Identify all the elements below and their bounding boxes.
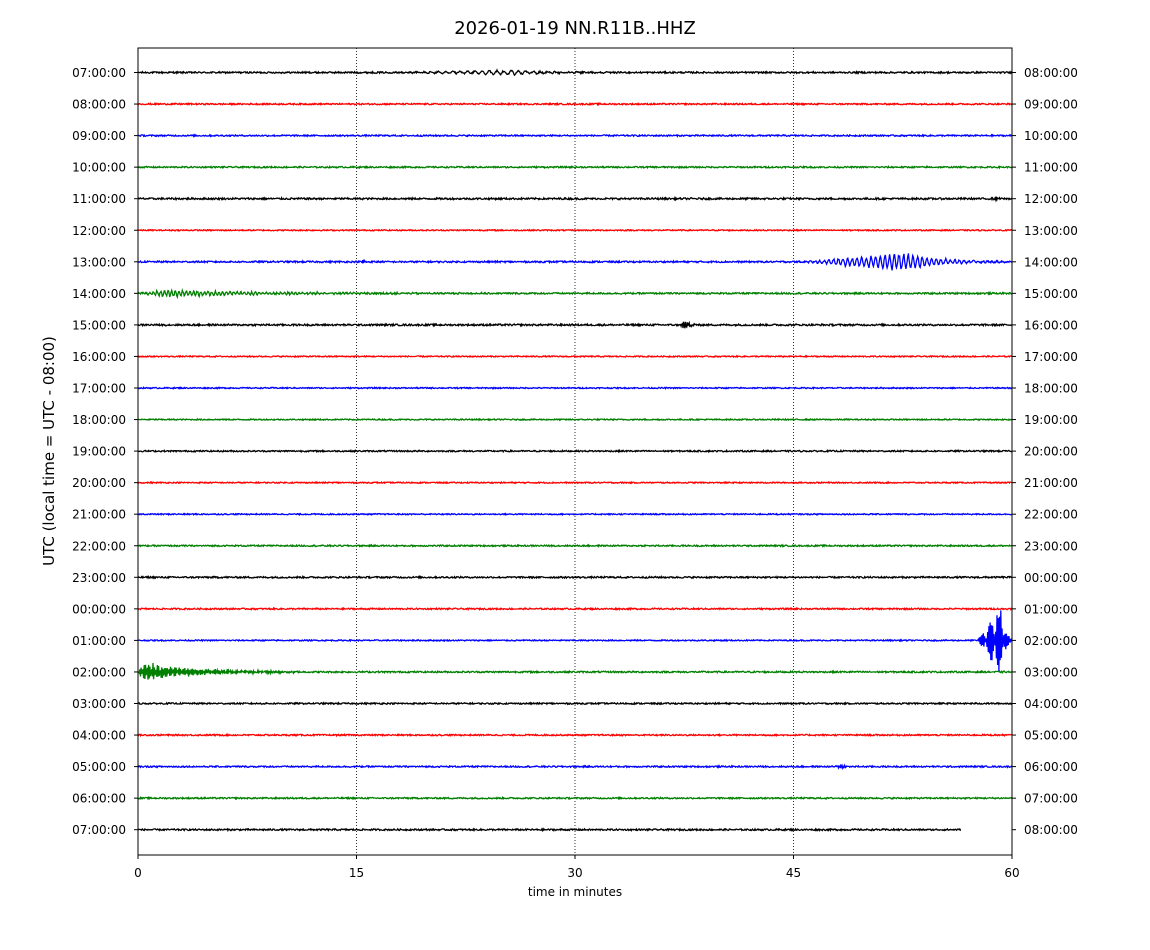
y-tick-label-left: 08:00:00 (72, 98, 126, 112)
y-tick-label-left: 09:00:00 (72, 129, 126, 143)
y-tick-label-right: 00:00:00 (1024, 571, 1078, 585)
y-tick-label-right: 13:00:00 (1024, 224, 1078, 238)
x-tick-label: 30 (567, 866, 582, 880)
y-tick-label-right: 21:00:00 (1024, 476, 1078, 490)
trace-row-11 (137, 417, 1013, 422)
y-tick-label-right: 05:00:00 (1024, 729, 1078, 743)
trace-row-12 (137, 448, 1013, 454)
y-tick-label-left: 01:00:00 (72, 634, 126, 648)
y-tick-label-right: 01:00:00 (1024, 602, 1078, 616)
y-tick-label-left: 14:00:00 (72, 287, 126, 301)
trace-row-20 (137, 701, 1013, 706)
trace-row-8 (137, 320, 1013, 329)
trace-row-16 (137, 574, 1013, 580)
trace-row-17 (137, 606, 1013, 612)
y-tick-label-right: 20:00:00 (1024, 445, 1078, 459)
y-tick-label-left: 06:00:00 (72, 792, 126, 806)
y-tick-label-right: 14:00:00 (1024, 255, 1078, 269)
y-tick-label-right: 22:00:00 (1024, 508, 1078, 522)
y-tick-label-right: 16:00:00 (1024, 318, 1078, 332)
trace-row-15 (138, 543, 1013, 548)
trace-row-19 (138, 662, 1013, 680)
y-tick-label-right: 06:00:00 (1024, 760, 1078, 774)
trace-row-0 (137, 68, 1013, 77)
y-tick-label-right: 17:00:00 (1024, 350, 1078, 364)
y-axis-label: UTC (local time = UTC - 08:00) (40, 336, 58, 566)
y-tick-label-left: 03:00:00 (72, 697, 126, 711)
y-tick-label-left: 07:00:00 (72, 823, 126, 837)
y-tick-label-right: 02:00:00 (1024, 634, 1078, 648)
y-tick-label-left: 20:00:00 (72, 476, 126, 490)
y-tick-label-right: 15:00:00 (1024, 287, 1078, 301)
trace-group (137, 68, 1013, 833)
y-tick-label-left: 22:00:00 (72, 539, 126, 553)
y-tick-label-left: 00:00:00 (72, 602, 126, 616)
vertical-gridlines (356, 48, 794, 855)
y-tick-label-left: 02:00:00 (72, 665, 126, 679)
y-tick-label-right: 12:00:00 (1024, 192, 1078, 206)
trace-row-22 (137, 763, 1013, 771)
y-tick-label-right: 18:00:00 (1024, 382, 1078, 396)
x-tick-label: 45 (786, 866, 801, 880)
trace-row-2 (138, 133, 1013, 138)
x-axis-label: time in minutes (528, 885, 622, 899)
x-tick-label: 15 (349, 866, 364, 880)
y-tick-label-left: 11:00:00 (72, 192, 126, 206)
y-tick-label-right: 07:00:00 (1024, 792, 1078, 806)
y-axis-ticks: 07:00:00 08:00:00 08:00:00 09:00:00 09:00:00… (72, 66, 1078, 837)
y-tick-label-left: 05:00:00 (72, 760, 126, 774)
trace-row-1 (137, 101, 1013, 107)
y-tick-label-right: 23:00:00 (1024, 539, 1078, 553)
y-tick-label-right: 03:00:00 (1024, 665, 1078, 679)
y-tick-label-left: 10:00:00 (72, 161, 126, 175)
axes-frame (137, 47, 1013, 856)
y-tick-label-left: 15:00:00 (72, 318, 126, 332)
trace-row-10 (137, 386, 1013, 391)
y-tick-label-left: 23:00:00 (72, 571, 126, 585)
trace-row-21 (137, 732, 1013, 738)
trace-row-23 (137, 795, 1013, 801)
y-tick-label-right: 19:00:00 (1024, 413, 1078, 427)
trace-row-14 (137, 512, 1013, 517)
trace-row-24 (137, 827, 962, 833)
trace-row-13 (137, 480, 1013, 485)
trace-row-3 (137, 164, 1013, 170)
trace-row-18 (137, 610, 1013, 672)
y-tick-label-left: 16:00:00 (72, 350, 126, 364)
y-tick-label-left: 19:00:00 (72, 445, 126, 459)
x-tick-label: 0 (134, 866, 142, 880)
x-axis-ticks: 0 15 30 45 60 (134, 855, 1020, 880)
trace-row-7 (137, 288, 1013, 300)
trace-row-4 (138, 195, 1013, 203)
y-tick-label-right: 04:00:00 (1024, 697, 1078, 711)
x-tick-label: 60 (1004, 866, 1019, 880)
y-tick-label-left: 13:00:00 (72, 255, 126, 269)
trace-row-9 (137, 354, 1013, 359)
y-tick-label-left: 12:00:00 (72, 224, 126, 238)
trace-row-6 (137, 253, 1013, 271)
y-tick-label-left: 04:00:00 (72, 729, 126, 743)
y-tick-label-left: 21:00:00 (72, 508, 126, 522)
trace-row-5 (137, 228, 1013, 233)
y-tick-label-right: 08:00:00 (1024, 66, 1078, 80)
y-tick-label-left: 18:00:00 (72, 413, 126, 427)
y-tick-label-left: 07:00:00 (72, 66, 126, 80)
y-tick-label-left: 17:00:00 (72, 382, 126, 396)
y-tick-label-right: 11:00:00 (1024, 161, 1078, 175)
chart-title: 2026-01-19 NN.R11B..HHZ (454, 18, 696, 39)
y-tick-label-right: 08:00:00 (1024, 823, 1078, 837)
y-tick-label-right: 09:00:00 (1024, 98, 1078, 112)
y-tick-label-right: 10:00:00 (1024, 129, 1078, 143)
